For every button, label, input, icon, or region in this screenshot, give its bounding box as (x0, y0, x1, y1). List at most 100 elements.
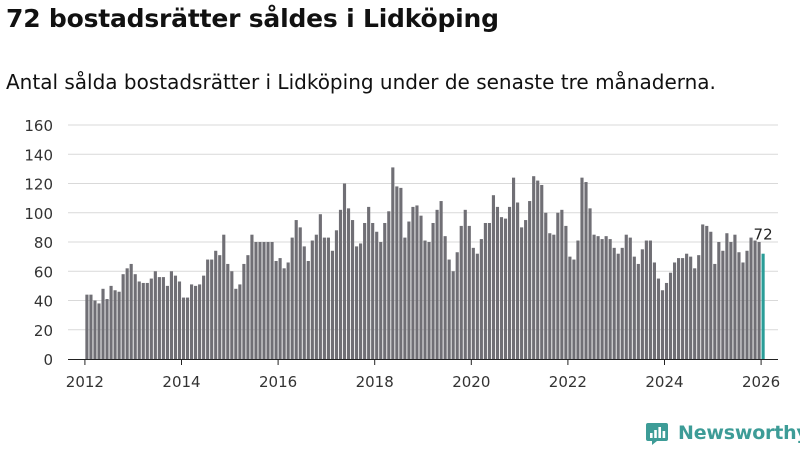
bar (262, 242, 266, 359)
bar (725, 233, 729, 359)
bar (624, 234, 628, 359)
bar (471, 247, 475, 359)
bar (596, 236, 600, 359)
bar (375, 231, 379, 359)
bar (125, 268, 129, 359)
bar (532, 176, 536, 359)
bar (359, 243, 363, 359)
bar (511, 177, 516, 359)
annotations: 72 (754, 226, 773, 244)
bar (600, 239, 604, 359)
bar (379, 242, 383, 359)
bar (717, 242, 721, 359)
brand-name: Newsworthy (678, 422, 800, 444)
bar (499, 217, 504, 359)
bar (294, 220, 298, 359)
bar (475, 253, 479, 359)
bar (222, 234, 226, 359)
bar (620, 247, 624, 359)
bar (145, 282, 149, 359)
y-tick-label: 140 (24, 146, 53, 164)
bar (105, 299, 109, 359)
bar (487, 222, 491, 359)
bar (206, 259, 210, 359)
bar (330, 250, 335, 359)
bar (507, 206, 512, 359)
x-tick-label: 2026 (742, 373, 780, 391)
bar (210, 259, 214, 359)
bar (733, 234, 737, 359)
bar (592, 234, 596, 359)
bar (721, 250, 725, 359)
bar (544, 212, 548, 359)
bar (403, 237, 407, 359)
bar (479, 239, 483, 359)
x-tick-label: 2012 (66, 373, 104, 391)
bar (608, 239, 612, 359)
bar (258, 242, 262, 359)
bar (89, 294, 93, 359)
x-tick-label: 2016 (259, 373, 297, 391)
bar (137, 281, 141, 359)
y-tick-label: 160 (24, 117, 53, 135)
bar (664, 282, 669, 359)
bar (737, 252, 741, 359)
bar (198, 284, 202, 359)
gridlines (68, 124, 778, 331)
bar (165, 285, 169, 360)
bar (407, 221, 411, 359)
bar (129, 263, 133, 359)
bar (495, 206, 500, 359)
bar (483, 222, 487, 359)
bar (194, 285, 198, 360)
bar (564, 225, 568, 359)
bar (85, 294, 89, 359)
y-tick-label: 0 (43, 351, 53, 369)
bar (117, 291, 121, 359)
bar (644, 240, 648, 359)
bar (761, 253, 765, 359)
x-axis: 2012 2014 2016 2018 2020 2022 2024 2026 (66, 359, 780, 391)
bar (238, 284, 242, 359)
bar (338, 209, 343, 359)
bar (113, 290, 117, 359)
bar (153, 271, 157, 359)
bar (459, 225, 463, 359)
bar (173, 275, 178, 359)
bar (149, 278, 153, 359)
bar (346, 208, 351, 359)
x-tick-label: 2022 (549, 373, 587, 391)
bar (681, 258, 685, 359)
bar (93, 300, 97, 359)
bar (660, 290, 665, 359)
bar (672, 262, 677, 359)
bar (290, 237, 294, 359)
x-tick-label: 2024 (645, 373, 683, 391)
bar (685, 253, 689, 359)
bar (161, 277, 165, 359)
bar (447, 259, 451, 359)
bar (282, 268, 286, 359)
bar (246, 255, 250, 359)
x-tick-label: 2018 (356, 373, 394, 391)
y-tick-label: 120 (24, 176, 53, 194)
bar (604, 236, 608, 359)
bar (157, 277, 161, 359)
bar (318, 214, 322, 359)
bar (668, 272, 673, 359)
bar (503, 218, 508, 359)
bar (455, 252, 459, 359)
brand-logo: Newsworthy (644, 420, 800, 446)
bar (218, 255, 222, 359)
bar (121, 274, 125, 359)
bar (753, 240, 757, 359)
bar (540, 184, 544, 359)
bar (556, 212, 560, 359)
bar (572, 259, 576, 359)
bar (302, 246, 306, 359)
bar (266, 242, 270, 359)
bar (560, 209, 564, 359)
bar (568, 256, 572, 360)
bar (101, 288, 105, 359)
bar (350, 220, 355, 359)
